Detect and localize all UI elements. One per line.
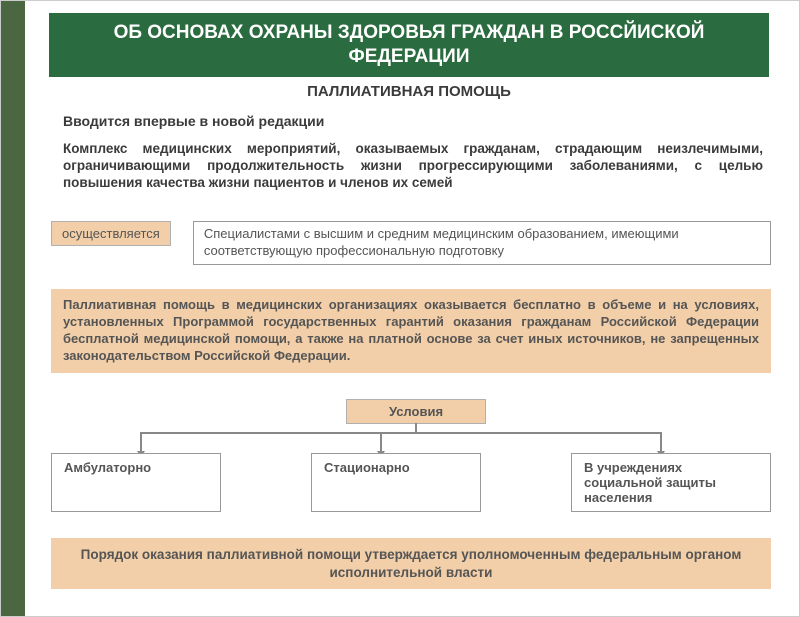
provided-row: осуществляется Специалистами с высшим и … xyxy=(51,221,771,265)
left-stripe xyxy=(1,1,25,616)
provided-text-box: Специалистами с высшим и средним медицин… xyxy=(193,221,771,265)
option-stationary: Стационарно xyxy=(311,453,481,512)
slide-page: ОБ ОСНОВАХ ОХРАНЫ ЗДОРОВЬЯ ГРАЖДАН В РОС… xyxy=(0,0,800,617)
subtitle: ПАЛЛИАТИВНАЯ ПОМОЩЬ xyxy=(49,83,769,100)
footer-box: Порядок оказания паллиативной помощи утв… xyxy=(51,538,771,589)
options-row: Амбулаторно Стационарно В учреждениях со… xyxy=(51,453,771,512)
option-social: В учреждениях социальной защиты населени… xyxy=(571,453,771,512)
paragraph-box: Паллиативная помощь в медицинских органи… xyxy=(51,289,771,373)
definition-text: Комплекс медицинских мероприятий, оказыв… xyxy=(63,141,763,192)
title-bar: ОБ ОСНОВАХ ОХРАНЫ ЗДОРОВЬЯ ГРАЖДАН В РОС… xyxy=(49,13,769,77)
provided-label-box: осуществляется xyxy=(51,221,171,246)
intro-text: Вводится впервые в новой редакции xyxy=(63,113,324,129)
option-ambulatory: Амбулаторно xyxy=(51,453,221,512)
